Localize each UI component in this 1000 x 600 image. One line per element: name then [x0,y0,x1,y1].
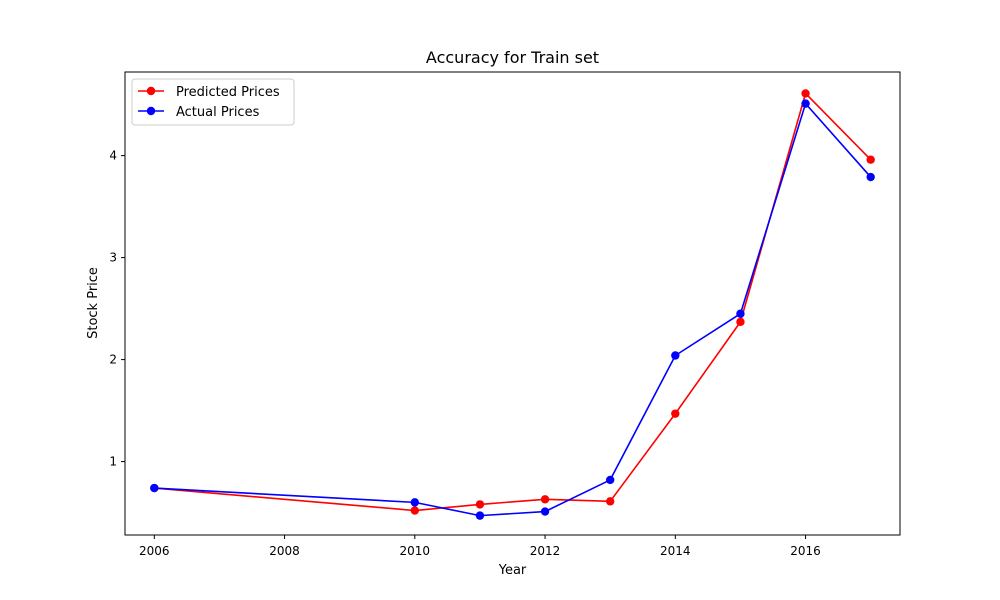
legend-label: Actual Prices [176,105,260,120]
x-tick-label: 2010 [400,544,431,558]
y-tick-label: 2 [109,353,117,367]
data-point [475,500,485,509]
chart-title: Accuracy for Train set [426,48,599,67]
data-point [605,475,615,485]
series-actual [150,99,875,520]
legend-item: Actual Prices [138,105,260,120]
legend-box [131,78,295,126]
data-point [540,507,550,516]
x-axis-label: Year [498,563,527,578]
y-axis-label: Stock Price [86,267,101,339]
x-tick-label: 2012 [530,544,561,558]
data-point [866,155,875,164]
data-point [150,483,159,493]
data-point [801,89,810,98]
data-point [605,497,615,506]
data-point [540,495,550,504]
x-tick-label: 2016 [790,544,821,558]
plot-area [124,71,901,536]
legend-marker [146,86,156,96]
x-axis: 2006 2008 2010 2012 2014 2016 [139,535,821,558]
data-point [475,511,485,520]
legend-item: Predicted Prices [138,85,280,100]
legend-label: Predicted Prices [176,85,280,100]
x-tick-label: 2006 [139,544,170,558]
legend-marker [146,106,156,116]
data-point [671,409,680,418]
y-axis: 1 2 3 4 [109,149,125,469]
y-tick-label: 1 [109,455,117,469]
x-tick-label: 2008 [269,544,300,558]
x-tick-label: 2014 [660,544,691,558]
data-point [736,309,745,318]
y-tick-label: 4 [109,149,117,163]
series-predicted [150,89,875,515]
data-point [866,172,875,182]
legend: Predicted Prices Actual Prices [131,78,295,126]
data-point [410,506,420,515]
data-point [671,351,680,360]
plot-frame [124,71,901,536]
data-point [801,99,810,108]
series-layer [150,89,875,520]
data-point [736,317,745,327]
data-point [410,498,420,507]
y-tick-label: 3 [109,251,117,265]
